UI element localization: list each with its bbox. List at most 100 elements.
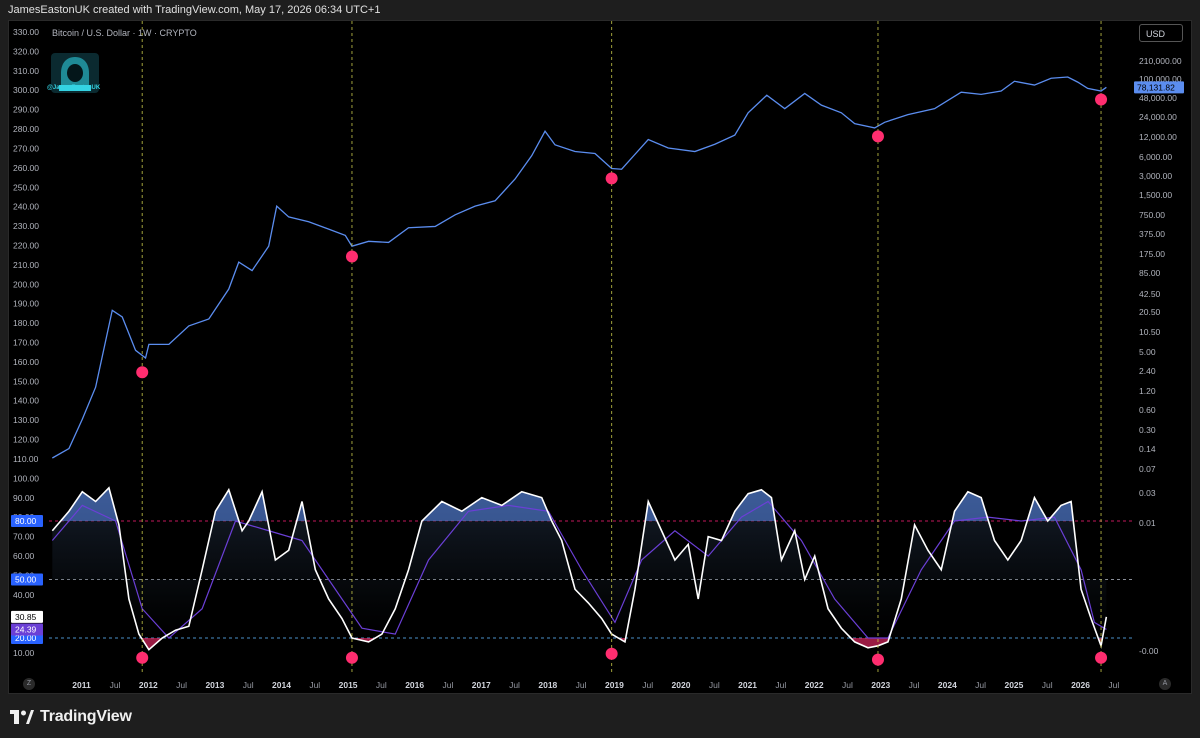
left-axis-tick: 250.00 <box>13 182 39 192</box>
right-axis-tick: 750.00 <box>1139 210 1165 220</box>
left-axis-tick: 150.00 <box>13 376 39 386</box>
right-axis-tick: 1.20 <box>1139 386 1156 396</box>
x-axis-tick: Jul <box>509 680 520 690</box>
right-axis-tick: 0.30 <box>1139 425 1156 435</box>
right-axis-tick: 85.00 <box>1139 268 1161 278</box>
tradingview-brand: TradingView <box>40 708 132 725</box>
right-axis-tick: 3,000.00 <box>1139 171 1172 181</box>
left-axis-tick: 60.00 <box>13 551 35 561</box>
overbought-fill <box>52 487 1107 521</box>
price-low-marker <box>605 172 618 185</box>
tradingview-mark-icon <box>10 710 34 724</box>
zoom-reset-button[interactable]: Z <box>23 678 35 690</box>
price-line <box>52 76 1107 459</box>
left-axis-tick: 200.00 <box>13 279 39 289</box>
left-axis-tick: 110.00 <box>13 454 39 464</box>
left-axis-tick: 130.00 <box>13 415 39 425</box>
x-axis-tick: Jul <box>110 680 121 690</box>
left-axis-tick: 160.00 <box>13 357 39 367</box>
tradingview-logo[interactable]: TradingView <box>10 708 132 726</box>
left-axis-tick: 220.00 <box>13 240 39 250</box>
left-axis-tick: 260.00 <box>13 163 39 173</box>
x-axis-tick: Jul <box>309 680 320 690</box>
symbol-title[interactable]: Bitcoin / U.S. Dollar · 1W · CRYPTO <box>52 28 197 38</box>
x-axis-tick: Jul <box>376 680 387 690</box>
watermark-handle: @JamesEastonUK <box>47 85 101 91</box>
osc-last-value: 30.85 <box>15 612 37 622</box>
x-axis-tick: Jul <box>576 680 587 690</box>
footer-bar: TradingView <box>0 694 1200 738</box>
level-label: 20.00 <box>15 633 37 643</box>
attribution-bar: JamesEastonUK created with TradingView.c… <box>0 0 1200 20</box>
oversold-fill <box>52 638 1107 650</box>
osc-last-bg <box>11 610 43 623</box>
right-axis-tick: 12,000.00 <box>1139 132 1177 142</box>
right-axis-tick: 0.07 <box>1139 464 1156 474</box>
x-axis-tick: Jul <box>842 680 853 690</box>
x-axis-tick: Jul <box>243 680 254 690</box>
left-axis-tick: 270.00 <box>13 143 39 153</box>
left-axis-tick: 230.00 <box>13 221 39 231</box>
right-axis-tick: 5.00 <box>1139 347 1156 357</box>
level-label-bg <box>11 515 43 527</box>
left-axis-tick: 240.00 <box>13 202 39 212</box>
x-axis-tick: 2012 <box>139 680 158 690</box>
left-axis-tick: 280.00 <box>13 124 39 134</box>
level-label: 50.00 <box>15 575 37 585</box>
x-axis-tick: 2011 <box>72 680 91 690</box>
chart-canvas[interactable]: 330.00 320.00 310.00 300.00 290.00 280.00 270.… <box>9 21 1193 695</box>
x-axis-tick: 2016 <box>405 680 424 690</box>
left-axis-tick: 310.00 <box>13 66 39 76</box>
right-axis-tick: 1,500.00 <box>1139 190 1172 200</box>
left-axis-tick: 210.00 <box>13 260 39 270</box>
oscillator-low-marker <box>136 651 149 664</box>
left-axis-tick: 120.00 <box>13 435 39 445</box>
left-axis-tick: 320.00 <box>13 46 39 56</box>
x-axis-tick: Jul <box>909 680 920 690</box>
right-axis-tick: 175.00 <box>1139 249 1165 259</box>
right-axis-tick: 210,000.00 <box>1139 56 1182 66</box>
auto-scale-button[interactable]: A <box>1159 678 1171 690</box>
x-axis-tick: 2024 <box>938 680 957 690</box>
right-axis-tick: 42.50 <box>1139 289 1161 299</box>
x-axis-tick: 2021 <box>738 680 757 690</box>
right-axis-tick: 20.50 <box>1139 307 1161 317</box>
x-axis-tick: 2022 <box>805 680 824 690</box>
level-label-bg <box>11 573 43 586</box>
x-axis-tick: 2020 <box>672 680 691 690</box>
x-axis-tick: 2023 <box>871 680 890 690</box>
x-axis-tick: Jul <box>642 680 653 690</box>
right-axis-tick: 48,000.00 <box>1139 93 1177 103</box>
signal-last-value: 24.39 <box>15 624 37 634</box>
attribution-text: JamesEastonUK created with TradingView.c… <box>8 4 381 16</box>
hacker-logo-icon <box>49 51 101 115</box>
left-axis-tick: 300.00 <box>13 85 39 95</box>
last-price-label: 78,131.82 <box>1137 82 1175 92</box>
x-axis-tick: Jul <box>1042 680 1053 690</box>
right-axis-tick: 10.50 <box>1139 327 1161 337</box>
left-axis-tick: 140.00 <box>13 396 39 406</box>
price-low-marker <box>345 250 358 263</box>
x-axis-tick: Jul <box>975 680 986 690</box>
x-axis-tick: 2013 <box>205 680 224 690</box>
currency-button[interactable]: USD <box>1139 24 1183 42</box>
left-axis-tick: 100.00 <box>13 473 39 483</box>
x-axis-tick: 2025 <box>1004 680 1023 690</box>
x-axis-tick: Jul <box>176 680 187 690</box>
left-axis-tick: 70.00 <box>13 532 35 542</box>
left-axis-tick: 90.00 <box>13 493 35 503</box>
signal-line <box>51 500 1107 639</box>
right-axis-tick: 375.00 <box>1139 229 1165 239</box>
x-axis-tick: 2018 <box>538 680 557 690</box>
x-axis-tick: 2026 <box>1071 680 1090 690</box>
oscillator-low-marker <box>605 647 618 660</box>
right-axis-tick: 0.03 <box>1139 488 1156 498</box>
x-axis-tick: Jul <box>443 680 454 690</box>
signal-last-bg <box>11 623 43 636</box>
right-axis-tick: 100,000.00 <box>1139 74 1182 84</box>
oscillator-low-marker <box>345 651 358 664</box>
left-axis-tick: 40.00 <box>13 590 35 600</box>
price-low-marker <box>871 130 884 143</box>
chart-frame[interactable]: 330.00 320.00 310.00 300.00 290.00 280.00 270.… <box>8 20 1192 694</box>
right-axis-tick: 0.60 <box>1139 405 1156 415</box>
